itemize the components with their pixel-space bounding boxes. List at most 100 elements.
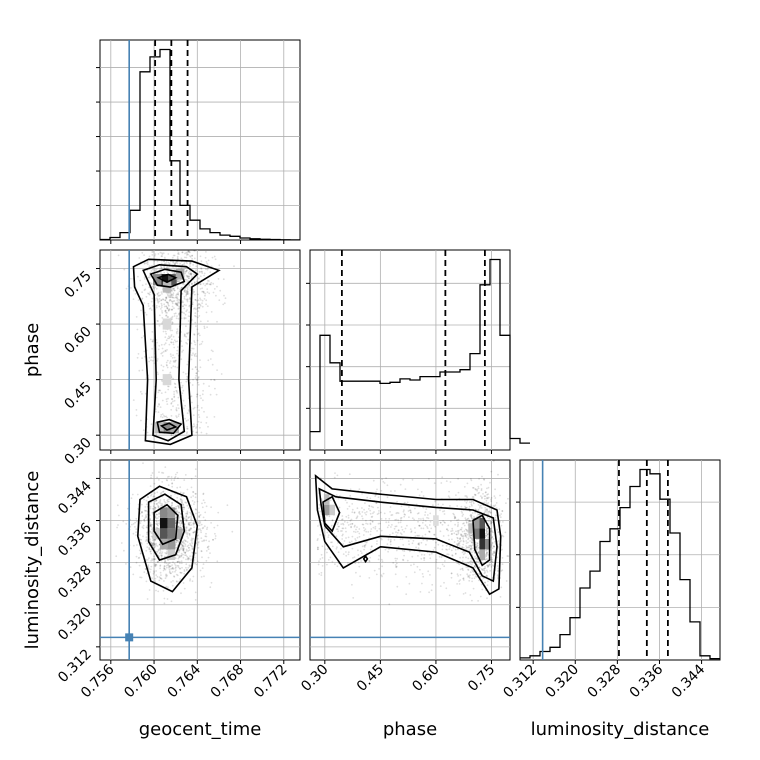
scatter-point xyxy=(191,542,194,545)
scatter-point xyxy=(437,503,440,506)
y-tick-label: 0.336 xyxy=(55,520,95,560)
scatter-point xyxy=(212,350,214,353)
scatter-point xyxy=(459,528,462,531)
scatter-point xyxy=(487,513,490,516)
scatter-point xyxy=(177,407,180,410)
scatter-point xyxy=(151,511,154,514)
scatter-point xyxy=(465,521,468,523)
scatter-point xyxy=(472,561,474,563)
scatter-point xyxy=(152,305,154,307)
scatter-point xyxy=(171,398,174,400)
scatter-point xyxy=(388,603,391,606)
scatter-point xyxy=(477,560,480,563)
scatter-point xyxy=(466,546,469,549)
scatter-point xyxy=(453,515,456,518)
scatter-point xyxy=(207,359,210,362)
scatter-point xyxy=(326,514,328,517)
scatter-point xyxy=(134,526,136,528)
scatter-point xyxy=(167,484,170,487)
scatter-point xyxy=(477,504,480,506)
scatter-point xyxy=(501,510,504,513)
scatter-point xyxy=(186,488,189,491)
scatter-point xyxy=(376,513,379,515)
scatter-point xyxy=(190,358,193,361)
scatter-point xyxy=(182,556,185,559)
scatter-point xyxy=(166,271,169,274)
scatter-point xyxy=(344,527,347,530)
scatter-point xyxy=(486,527,489,530)
scatter-point xyxy=(476,548,479,551)
scatter-point xyxy=(452,512,455,515)
x-tick-label: 0.312 xyxy=(500,662,540,702)
scatter-point xyxy=(200,407,203,409)
scatter-point xyxy=(188,557,191,560)
scatter-point xyxy=(188,529,191,532)
scatter-point xyxy=(182,546,185,548)
scatter-point xyxy=(194,475,197,478)
scatter-point xyxy=(496,528,499,531)
scatter-point xyxy=(144,517,147,519)
scatter-point xyxy=(162,369,164,372)
scatter-point xyxy=(189,296,191,299)
scatter-point xyxy=(490,549,492,551)
scatter-point xyxy=(216,560,219,563)
scatter-point xyxy=(171,504,173,506)
scatter-point xyxy=(205,261,208,263)
scatter-point xyxy=(135,531,138,533)
scatter-point xyxy=(185,502,188,504)
scatter-point xyxy=(337,551,340,554)
scatter-point xyxy=(417,547,420,549)
scatter-point xyxy=(157,348,160,351)
contour-line xyxy=(136,485,199,593)
scatter-point xyxy=(147,276,150,279)
scatter-point xyxy=(489,560,492,563)
scatter-point xyxy=(465,547,468,549)
scatter-point xyxy=(467,521,470,523)
scatter-point xyxy=(150,476,152,479)
scatter-point xyxy=(190,455,192,457)
scatter-point xyxy=(160,272,163,275)
scatter-point xyxy=(198,524,201,527)
scatter-point xyxy=(186,532,189,534)
scatter-point xyxy=(487,564,489,567)
scatter-point xyxy=(501,563,504,565)
scatter-point xyxy=(464,535,467,538)
scatter-point xyxy=(174,302,177,305)
scatter-point xyxy=(161,347,164,350)
scatter-point xyxy=(164,336,167,339)
scatter-point xyxy=(428,531,431,533)
scatter-point xyxy=(135,316,138,318)
density-cell xyxy=(160,274,170,286)
scatter-point xyxy=(170,293,173,296)
scatter-point xyxy=(166,316,169,318)
scatter-point xyxy=(137,353,140,355)
scatter-point xyxy=(151,347,154,350)
scatter-point xyxy=(486,530,488,532)
scatter-point xyxy=(345,537,347,539)
scatter-point xyxy=(176,250,179,252)
scatter-point xyxy=(185,278,187,281)
scatter-point xyxy=(190,524,193,526)
scatter-point xyxy=(172,300,175,303)
scatter-point xyxy=(171,568,174,570)
scatter-point xyxy=(165,314,167,317)
scatter-point xyxy=(173,361,175,363)
scatter-point xyxy=(178,312,180,315)
scatter-point xyxy=(177,554,179,557)
density-cell xyxy=(175,268,185,280)
scatter-point xyxy=(186,279,189,281)
scatter-point xyxy=(459,538,461,541)
scatter-point xyxy=(215,294,217,297)
scatter-point xyxy=(179,526,182,529)
scatter-point xyxy=(181,566,183,569)
scatter-point xyxy=(466,561,469,564)
scatter-point xyxy=(150,493,153,496)
scatter-point xyxy=(151,559,154,562)
scatter-point xyxy=(182,389,185,392)
scatter-point xyxy=(183,317,186,320)
scatter-point xyxy=(157,506,160,508)
scatter-point xyxy=(160,262,163,265)
scatter-point xyxy=(457,477,459,480)
scatter-point xyxy=(368,505,371,508)
scatter-point xyxy=(484,567,487,570)
